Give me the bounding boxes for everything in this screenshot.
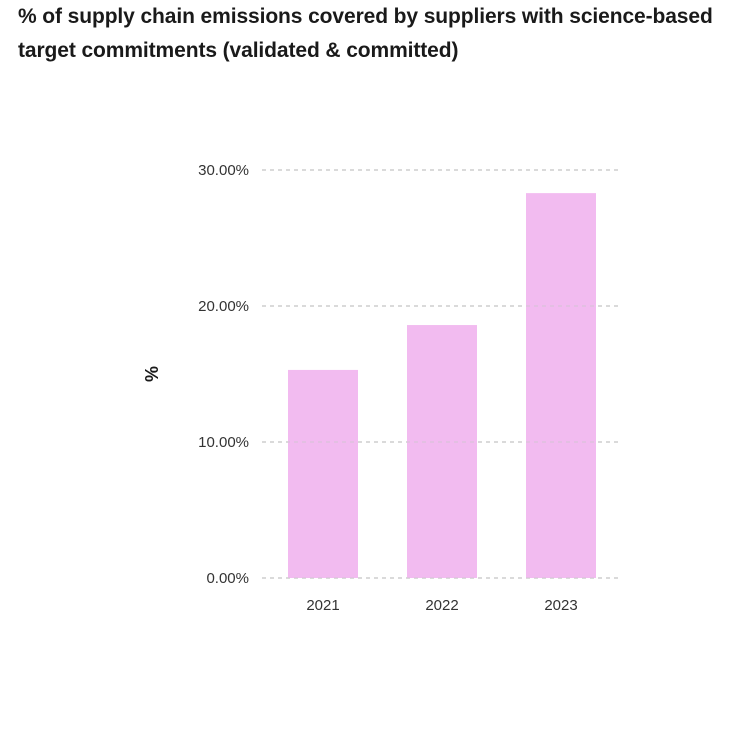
x-tick-label: 2022: [425, 597, 458, 614]
chart-title: % of supply chain emissions covered by s…: [18, 5, 713, 62]
y-tick-label: 20.00%: [198, 298, 249, 315]
y-tick-label: 0.00%: [206, 570, 249, 587]
bar-2021: [288, 369, 358, 578]
y-tick-label: 10.00%: [198, 434, 249, 451]
bar-2022: [407, 325, 477, 578]
bars: [262, 169, 622, 579]
y-axis-label: %: [142, 366, 162, 382]
y-axis-ticks: 0.00% 10.00% 20.00% 30.00%: [198, 162, 249, 587]
y-tick-label: 30.00%: [198, 162, 249, 179]
bar-2023: [526, 193, 596, 578]
x-tick-label: 2023: [544, 597, 577, 614]
x-tick-label: 2021: [306, 597, 339, 614]
x-axis-ticks: 2021 2022 2023: [306, 597, 577, 614]
